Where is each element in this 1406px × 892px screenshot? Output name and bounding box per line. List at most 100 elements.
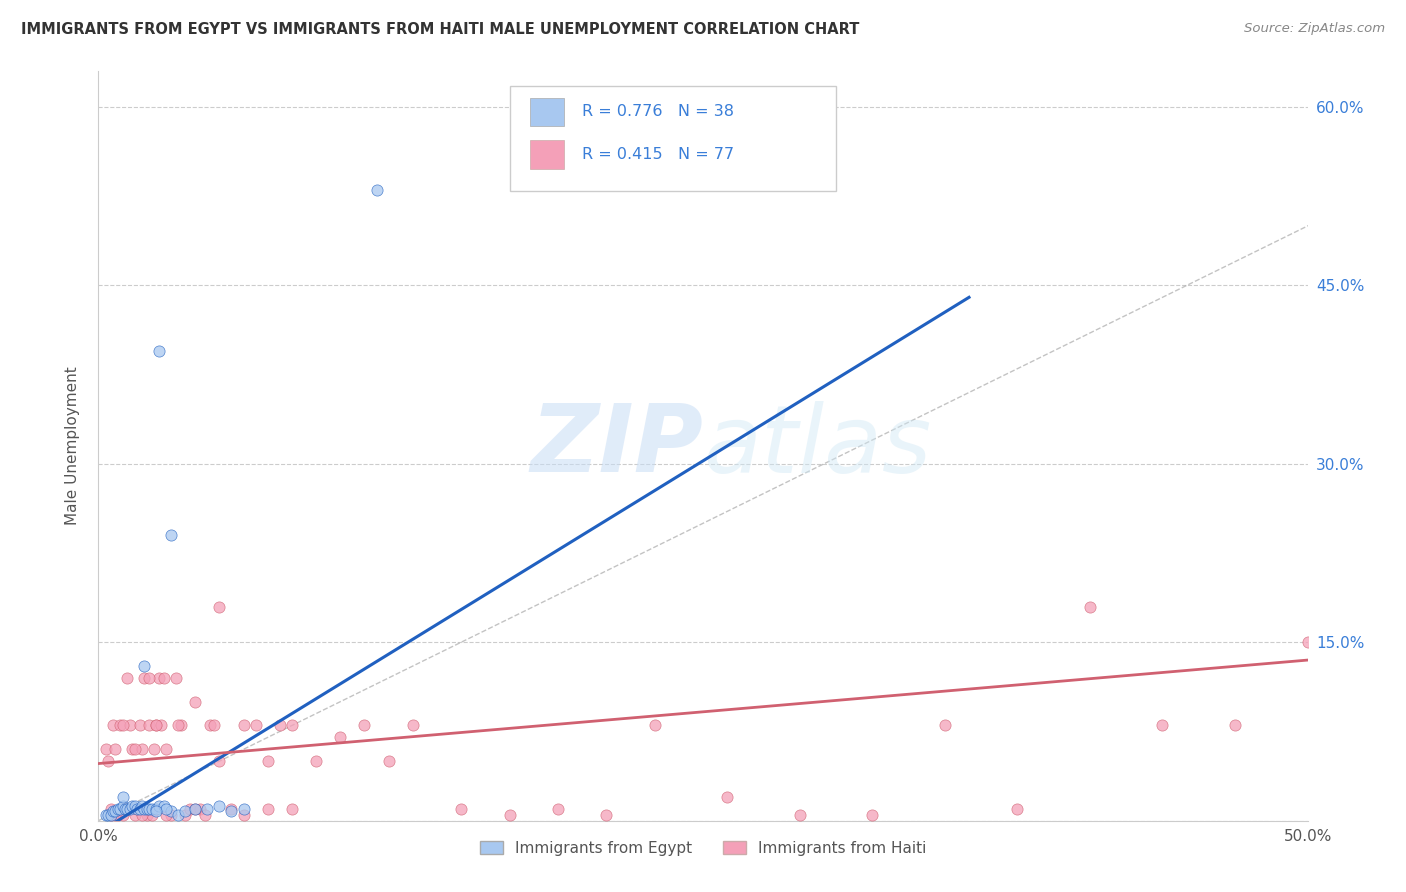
Point <box>204 718 226 732</box>
Point <box>131 807 153 822</box>
Point <box>148 343 170 358</box>
Point <box>131 799 153 814</box>
Point <box>141 807 163 822</box>
Point <box>155 802 177 816</box>
Point <box>111 799 134 814</box>
Point <box>1223 718 1246 732</box>
Point <box>165 671 187 685</box>
Point <box>134 659 156 673</box>
Point <box>329 731 352 745</box>
Legend: Immigrants from Egypt, Immigrants from Haiti: Immigrants from Egypt, Immigrants from H… <box>474 834 932 862</box>
Point <box>117 671 139 685</box>
Point <box>155 742 177 756</box>
Point <box>160 804 183 818</box>
Point <box>256 802 278 816</box>
Point <box>138 718 160 732</box>
Point <box>184 695 207 709</box>
Point <box>94 807 117 822</box>
Point <box>97 754 120 768</box>
Text: Source: ZipAtlas.com: Source: ZipAtlas.com <box>1244 22 1385 36</box>
Point <box>366 183 388 197</box>
Point <box>134 802 156 816</box>
Point <box>127 802 149 816</box>
Point <box>208 754 231 768</box>
Point <box>169 718 191 732</box>
Point <box>245 718 267 732</box>
Point <box>128 718 150 732</box>
Point <box>94 742 117 756</box>
Point <box>179 802 201 816</box>
Point <box>152 671 174 685</box>
Point <box>1078 599 1101 614</box>
Point <box>160 807 183 822</box>
Point <box>134 671 156 685</box>
Point <box>208 599 231 614</box>
Point <box>232 807 254 822</box>
Point <box>124 807 146 822</box>
Point <box>789 807 811 822</box>
Point <box>377 754 399 768</box>
Point <box>305 754 328 768</box>
Point <box>174 807 197 822</box>
Point <box>188 802 211 816</box>
Point <box>138 671 160 685</box>
Point <box>107 807 129 822</box>
Point <box>150 718 173 732</box>
Point <box>135 802 157 816</box>
Point <box>167 807 190 822</box>
Point <box>281 718 304 732</box>
FancyBboxPatch shape <box>530 97 564 126</box>
Point <box>152 799 174 814</box>
FancyBboxPatch shape <box>530 140 564 169</box>
Point <box>114 802 136 816</box>
Point <box>124 799 146 814</box>
FancyBboxPatch shape <box>509 87 837 191</box>
Point <box>111 807 134 822</box>
Point <box>547 802 569 816</box>
Point <box>498 807 520 822</box>
Point <box>195 802 218 816</box>
Point <box>117 802 139 816</box>
Point <box>118 802 141 816</box>
Point <box>101 718 124 732</box>
Point <box>104 807 127 822</box>
Text: ZIP: ZIP <box>530 400 703 492</box>
Point <box>148 671 170 685</box>
Point <box>127 802 149 816</box>
Point <box>145 802 167 816</box>
Point <box>121 799 143 814</box>
Point <box>1296 635 1319 649</box>
Text: atlas: atlas <box>703 401 931 491</box>
Point <box>135 807 157 822</box>
Point <box>145 718 167 732</box>
Point <box>100 802 122 816</box>
Point <box>104 742 127 756</box>
Point <box>232 802 254 816</box>
Point <box>148 799 170 814</box>
Point <box>269 718 291 732</box>
Point <box>595 807 617 822</box>
Point <box>145 718 167 732</box>
Point <box>117 802 139 816</box>
Point <box>232 718 254 732</box>
Point <box>111 789 134 804</box>
Point <box>256 754 278 768</box>
Point <box>450 802 472 816</box>
Point <box>155 807 177 822</box>
Point <box>101 804 124 818</box>
Point <box>194 807 217 822</box>
Point <box>131 742 153 756</box>
Point <box>402 718 425 732</box>
Point <box>208 799 231 814</box>
Text: IMMIGRANTS FROM EGYPT VS IMMIGRANTS FROM HAITI MALE UNEMPLOYMENT CORRELATION CHA: IMMIGRANTS FROM EGYPT VS IMMIGRANTS FROM… <box>21 22 859 37</box>
Point <box>114 802 136 816</box>
Point <box>198 718 221 732</box>
Point <box>160 528 183 542</box>
Point <box>97 807 120 822</box>
Point <box>281 802 304 816</box>
Text: R = 0.415   N = 77: R = 0.415 N = 77 <box>582 147 734 162</box>
Point <box>111 718 134 732</box>
Point <box>143 742 166 756</box>
Point <box>934 718 956 732</box>
Point <box>1152 718 1174 732</box>
